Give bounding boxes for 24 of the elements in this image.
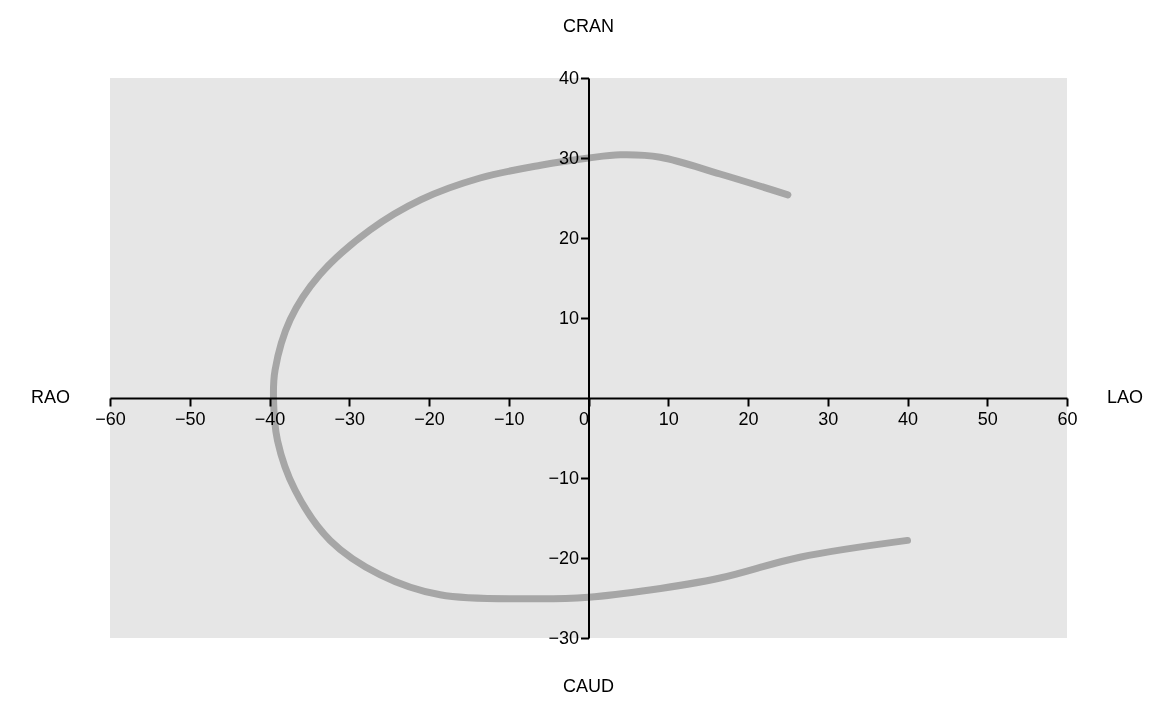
x-tick-label: 60 <box>1057 408 1078 429</box>
x-tick-label: 50 <box>977 408 998 429</box>
x-tick-label: −40 <box>254 408 286 429</box>
x-tick-label: 40 <box>897 408 919 429</box>
x-tick-label: −50 <box>174 408 206 429</box>
y-tick-label: 20 <box>558 227 579 248</box>
x-tick-label: −20 <box>414 408 445 429</box>
x-tick-label: 10 <box>658 408 679 429</box>
text: CAUD <box>562 676 615 696</box>
y-tick-label: −10 <box>548 467 579 488</box>
y-tick-label: 40 <box>558 67 579 88</box>
x-tick-label: −10 <box>493 408 525 429</box>
text: CRAN <box>562 16 615 36</box>
text: LAO <box>1107 387 1144 407</box>
x-tick-label: 20 <box>738 408 759 429</box>
y-tick-label: −20 <box>548 547 579 568</box>
y-tick-label: 10 <box>558 307 579 328</box>
y-tick-label: −30 <box>548 627 579 648</box>
x-tick-label: −30 <box>334 408 366 429</box>
y-tick-label: 30 <box>558 147 579 168</box>
x-tick-label: 0 <box>578 408 589 429</box>
x-tick-label: 30 <box>818 408 839 429</box>
x-tick-label: −60 <box>95 408 126 429</box>
text: RAO <box>30 387 70 407</box>
